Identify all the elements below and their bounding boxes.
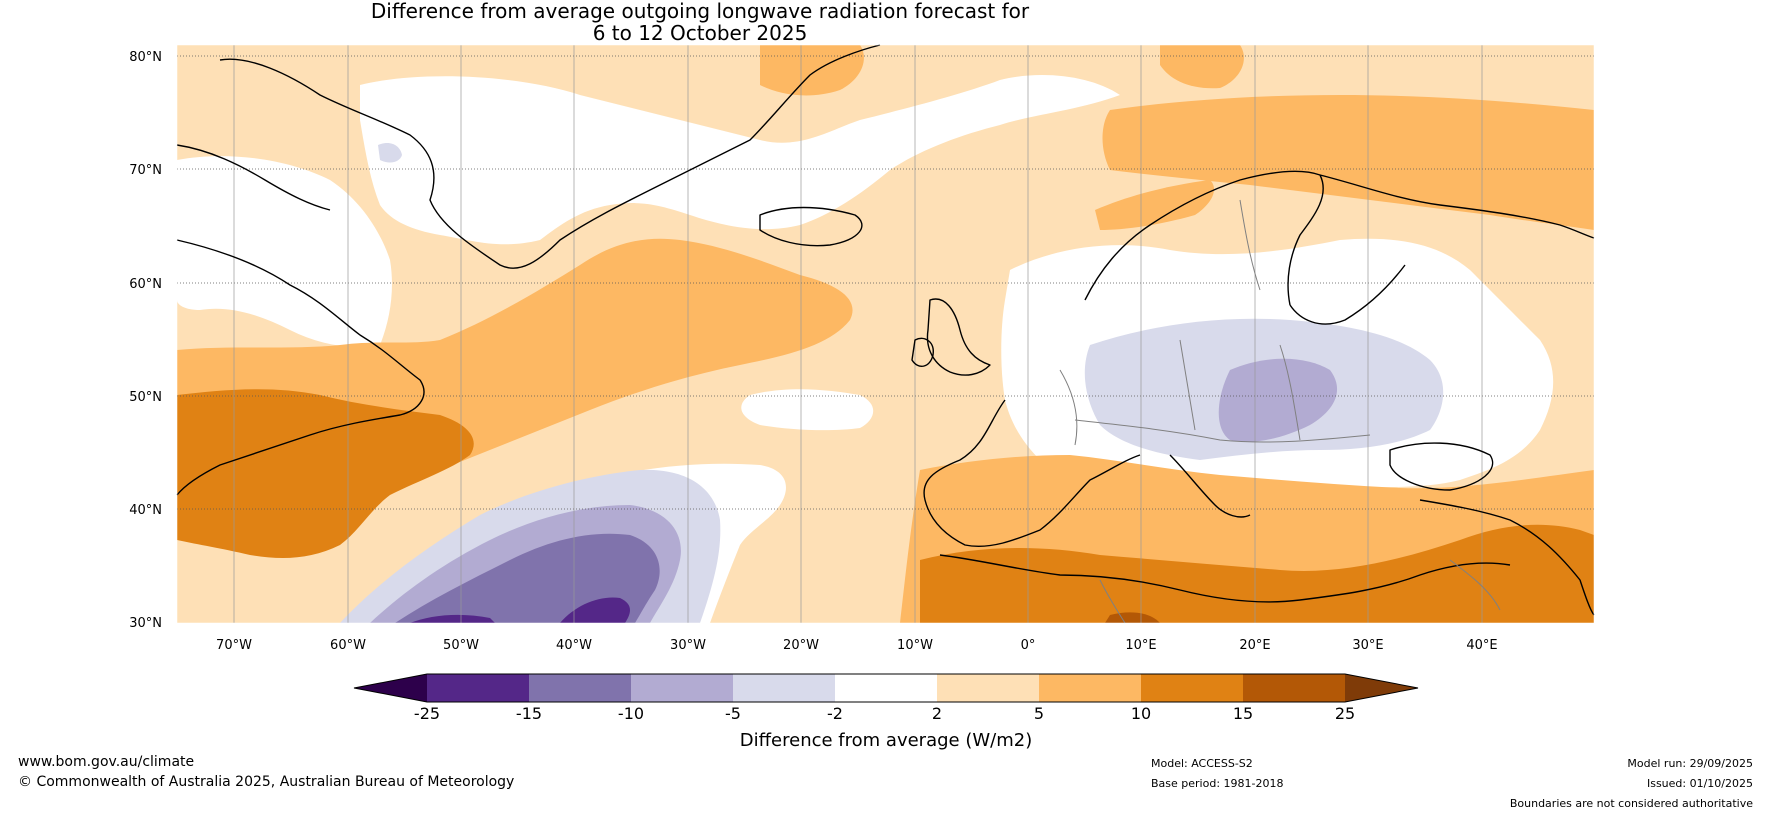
country-borders bbox=[1059, 199, 1501, 624]
colorbar-segment-neg15-neg10 bbox=[529, 674, 631, 702]
lat-label-70n: 70°N bbox=[129, 163, 162, 178]
lon-label-10e: 10°E bbox=[1125, 638, 1156, 653]
lon-label-10w: 10°W bbox=[897, 638, 933, 653]
coast-north-africa bbox=[939, 554, 1511, 603]
coast-arctic-russia bbox=[1319, 174, 1595, 239]
footer-base-period: Base period: 1981-2018 bbox=[1151, 777, 1284, 790]
colorbar-tick-25: 25 bbox=[1335, 704, 1355, 723]
colorbar-tick-5: 5 bbox=[1034, 704, 1044, 723]
lat-label-30n: 30°N bbox=[129, 616, 162, 631]
footer-model: Model: ACCESS-S2 bbox=[1151, 757, 1253, 770]
colorbar-segment-neg10-neg5 bbox=[631, 674, 733, 702]
colorbar-segment-15-25 bbox=[1243, 674, 1345, 702]
region-labrador-neutral bbox=[177, 156, 392, 347]
lat-label-80n: 80°N bbox=[129, 50, 162, 65]
coast-labrador bbox=[176, 239, 425, 496]
region-northwest-atlantic-dark-orange bbox=[177, 389, 474, 558]
region-subtropical-atlantic-deep-purple-west bbox=[410, 614, 495, 623]
colorbar-tick-neg10: -10 bbox=[618, 704, 644, 723]
colorbar-outline bbox=[353, 673, 1419, 703]
colorbar-label: Difference from average (W/m2) bbox=[740, 730, 1032, 751]
coast-italy bbox=[1169, 454, 1251, 518]
map-frame bbox=[176, 44, 1595, 624]
region-svalbard-orange bbox=[1160, 45, 1244, 89]
coast-greenland bbox=[219, 44, 881, 269]
region-central-europe-lilac bbox=[1218, 358, 1338, 442]
footer-model-run: Model run: 29/09/2025 bbox=[1627, 757, 1753, 770]
region-greenland-interior-neutral bbox=[360, 75, 1120, 245]
footer-disclaimer: Boundaries are not considered authoritat… bbox=[1509, 797, 1753, 810]
lon-label-50w: 50°W bbox=[443, 638, 479, 653]
region-atlantic-neutral-patch bbox=[741, 389, 874, 431]
footer-website: www.bom.gov.au/climate bbox=[18, 754, 195, 770]
coast-scandinavia bbox=[1084, 170, 1324, 306]
graticule bbox=[177, 55, 1594, 510]
lon-label-40w: 40°W bbox=[556, 638, 592, 653]
region-north-greenland-orange bbox=[760, 45, 864, 96]
meridians bbox=[233, 45, 1483, 623]
colorbar-segment-2-5 bbox=[937, 674, 1039, 702]
border-north-africa bbox=[1099, 579, 1126, 624]
coast-black-sea bbox=[1389, 442, 1494, 491]
colorbar-segment-neg25-neg15 bbox=[427, 674, 529, 702]
colorbar-tick-neg5: -5 bbox=[725, 704, 741, 723]
coast-eastern-med bbox=[1419, 499, 1595, 616]
lat-label-40n: 40°N bbox=[129, 503, 162, 518]
colorbar-segment-neg5-neg2 bbox=[733, 674, 835, 702]
colorbar: -25 -15 -10 -5 -2 2 5 10 15 25 Differenc… bbox=[353, 673, 1419, 751]
lon-label-60w: 60°W bbox=[330, 638, 366, 653]
coast-iceland bbox=[759, 206, 863, 247]
region-scandinavia-orange bbox=[1095, 180, 1215, 230]
coast-british-isles bbox=[926, 298, 991, 376]
lon-label-30w: 30°W bbox=[670, 638, 706, 653]
colorbar-tick-10: 10 bbox=[1131, 704, 1151, 723]
border-france-germany bbox=[1059, 369, 1078, 446]
coast-baffin bbox=[176, 144, 331, 211]
coast-ireland bbox=[911, 337, 934, 367]
border-poland-ukraine bbox=[1279, 344, 1301, 441]
colorbar-segment-neg2-2 bbox=[835, 674, 937, 702]
coast-baltic bbox=[1289, 264, 1406, 325]
map-title-line2: 6 to 12 October 2025 bbox=[592, 21, 808, 45]
colorbar-tick-neg25: -25 bbox=[414, 704, 440, 723]
anomaly-field bbox=[177, 45, 1594, 623]
colorbar-segment-5-10 bbox=[1039, 674, 1141, 702]
region-north-africa-dark-orange bbox=[920, 524, 1594, 623]
border-scandinavia bbox=[1239, 199, 1261, 291]
lat-label-60n: 60°N bbox=[129, 277, 162, 292]
lon-label-20w: 20°W bbox=[783, 638, 819, 653]
map-title-line1: Difference from average outgoing longwav… bbox=[370, 0, 1030, 23]
region-subtropical-atlantic-deep-purple bbox=[560, 597, 630, 623]
lon-label-70w: 70°W bbox=[216, 638, 252, 653]
footer-issued: Issued: 01/10/2025 bbox=[1646, 777, 1753, 790]
coast-iberia-france bbox=[923, 399, 1141, 547]
colorbar-tick-2: 2 bbox=[932, 704, 942, 723]
border-germany-poland bbox=[1179, 339, 1196, 431]
coastlines bbox=[176, 44, 1595, 616]
region-arctic-orange bbox=[1102, 95, 1594, 230]
border-middle-east bbox=[1449, 559, 1501, 611]
colorbar-tick-neg15: -15 bbox=[516, 704, 542, 723]
colorbar-segment-10-15 bbox=[1141, 674, 1243, 702]
region-africa-deep-orange bbox=[1105, 612, 1160, 623]
lon-label-0: 0° bbox=[1021, 638, 1036, 653]
colorbar-tick-neg2: -2 bbox=[827, 704, 843, 723]
border-central-europe bbox=[1074, 419, 1371, 443]
colorbar-arrow-high bbox=[1345, 674, 1418, 702]
longitude-labels: 70°W 60°W 50°W 40°W 30°W 20°W 10°W 0° 10… bbox=[216, 638, 1498, 653]
region-greenland-light-purple bbox=[378, 143, 402, 163]
lon-label-20e: 20°E bbox=[1239, 638, 1270, 653]
lon-label-30e: 30°E bbox=[1352, 638, 1383, 653]
lon-label-40e: 40°E bbox=[1466, 638, 1497, 653]
colorbar-tick-15: 15 bbox=[1233, 704, 1253, 723]
footer-copyright: © Commonwealth of Australia 2025, Austra… bbox=[18, 774, 515, 790]
colorbar-arrow-low bbox=[354, 674, 427, 702]
latitude-labels: 80°N 70°N 60°N 50°N 40°N 30°N bbox=[129, 50, 162, 631]
lat-label-50n: 50°N bbox=[129, 390, 162, 405]
